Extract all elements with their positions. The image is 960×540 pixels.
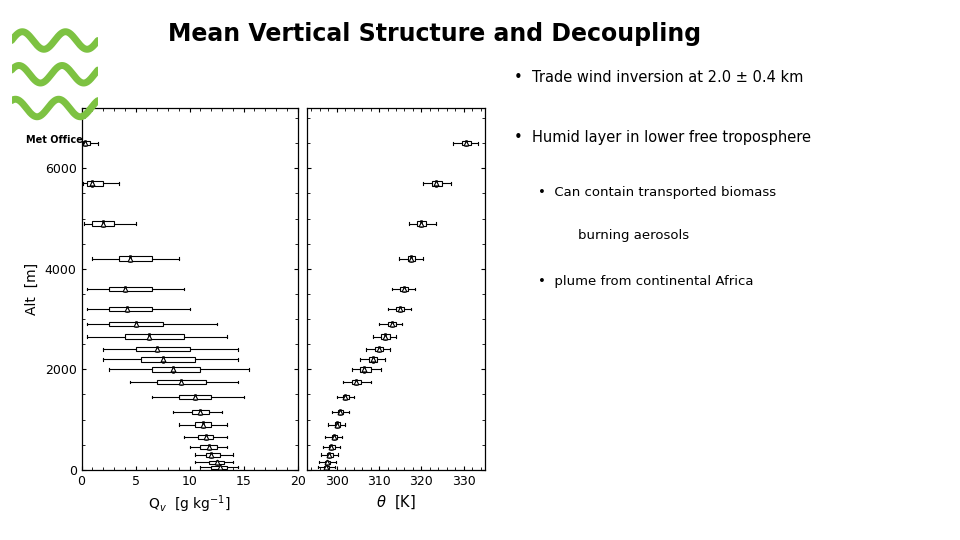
Bar: [325, 461, 330, 464]
Bar: [351, 380, 361, 384]
Bar: [141, 357, 195, 361]
Bar: [125, 334, 184, 339]
Bar: [108, 287, 152, 291]
Text: Mean Vertical Structure and Decoupling: Mean Vertical Structure and Decoupling: [168, 22, 701, 45]
Bar: [418, 221, 426, 226]
Y-axis label: Alt  [m]: Alt [m]: [25, 263, 39, 315]
Bar: [396, 307, 404, 311]
Bar: [408, 256, 415, 261]
Bar: [87, 181, 104, 186]
Bar: [432, 181, 442, 186]
Text: •  Can contain transported biomass: • Can contain transported biomass: [538, 186, 776, 199]
Bar: [335, 422, 340, 427]
Bar: [152, 367, 201, 372]
Bar: [209, 461, 224, 464]
Bar: [329, 445, 335, 449]
Bar: [195, 422, 211, 427]
Bar: [205, 453, 220, 457]
Bar: [108, 307, 152, 311]
Bar: [374, 347, 383, 352]
Bar: [119, 256, 152, 261]
Bar: [192, 410, 209, 414]
Text: •  Trade wind inversion at 2.0 ± 0.4 km: • Trade wind inversion at 2.0 ± 0.4 km: [514, 70, 803, 85]
Bar: [211, 466, 228, 469]
Bar: [92, 221, 114, 226]
Text: •  plume from continental Africa: • plume from continental Africa: [538, 275, 753, 288]
Bar: [332, 435, 337, 440]
Bar: [381, 334, 390, 339]
X-axis label: Q$_v$  [g kg$^{-1}$]: Q$_v$ [g kg$^{-1}$]: [148, 493, 231, 515]
Bar: [108, 322, 162, 326]
Bar: [343, 395, 348, 399]
Bar: [201, 445, 217, 449]
Bar: [179, 395, 211, 399]
Bar: [400, 287, 408, 291]
X-axis label: $\theta$  [K]: $\theta$ [K]: [376, 493, 416, 511]
Text: burning aerosols: burning aerosols: [578, 230, 689, 242]
Bar: [369, 357, 377, 361]
Bar: [360, 367, 371, 372]
Bar: [135, 347, 190, 352]
Bar: [199, 435, 213, 440]
Bar: [462, 141, 471, 145]
Bar: [388, 322, 396, 326]
Text: Met Office: Met Office: [26, 136, 84, 145]
Bar: [327, 453, 332, 457]
Text: •  Humid layer in lower free troposphere: • Humid layer in lower free troposphere: [514, 130, 810, 145]
Bar: [83, 141, 90, 145]
Bar: [324, 466, 329, 469]
Bar: [338, 410, 343, 414]
Bar: [157, 380, 205, 384]
